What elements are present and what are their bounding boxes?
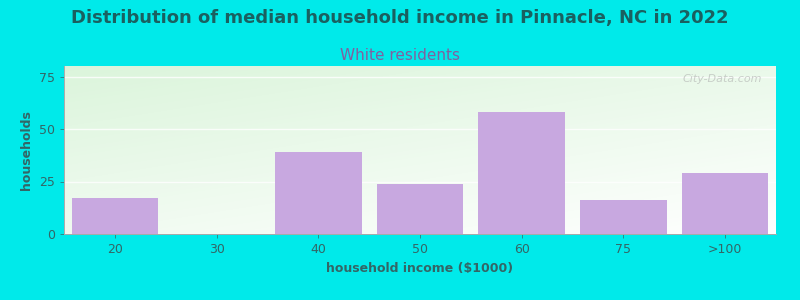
Bar [682, 173, 768, 234]
Y-axis label: households: households [21, 110, 34, 190]
Bar [478, 112, 565, 234]
Text: White residents: White residents [340, 48, 460, 63]
Bar [72, 198, 158, 234]
Bar [275, 152, 362, 234]
Bar [580, 200, 666, 234]
Bar [377, 184, 463, 234]
Text: Distribution of median household income in Pinnacle, NC in 2022: Distribution of median household income … [71, 9, 729, 27]
X-axis label: household income ($1000): household income ($1000) [326, 262, 514, 275]
Text: City-Data.com: City-Data.com [682, 74, 762, 84]
